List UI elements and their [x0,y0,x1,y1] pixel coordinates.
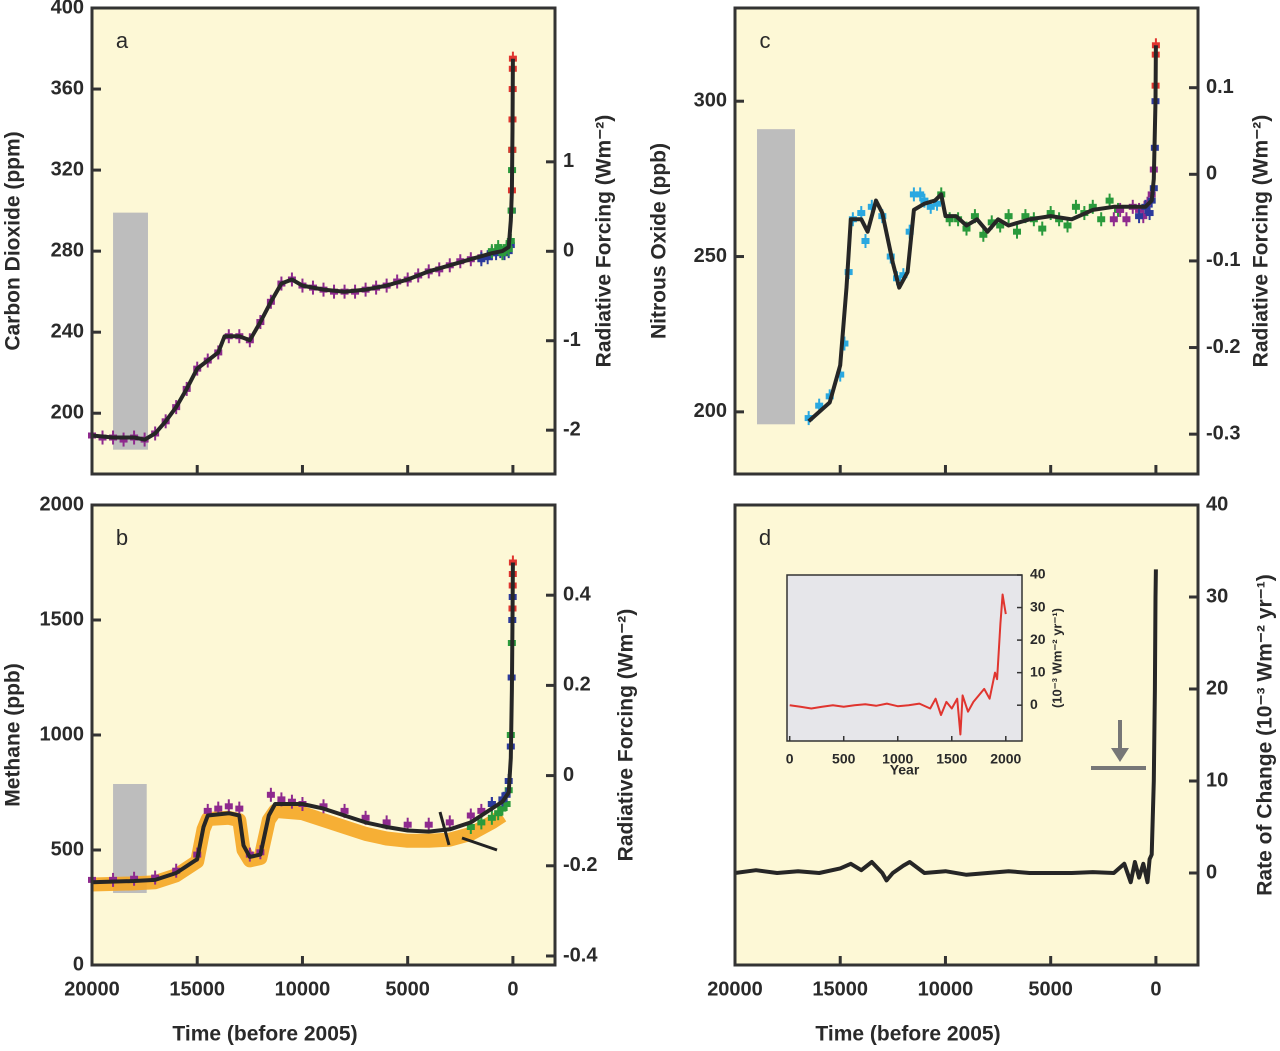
y-tick-label: -0.4 [563,944,598,966]
plot-area [92,8,555,474]
x-tick-label: 15000 [812,978,868,1000]
range-bar [113,783,147,894]
x-tick-label: 20000 [707,978,763,1000]
y-tick-label: 0 [563,240,574,262]
x-tick-label: 0 [507,978,518,1000]
x-tick-label: 2000 [990,751,1021,767]
y-tick-label: 360 [51,77,84,99]
y-tick-label: 10 [1030,663,1046,679]
y-tick-label: 20 [1030,631,1046,647]
y-tick-label: 0 [1030,696,1038,712]
frame [90,6,557,476]
y-tick-label: 200 [51,401,84,423]
x-tick-label: 0 [786,751,794,767]
x-axis-label: Time (before 2005) [815,1023,1000,1046]
y-tick-label: 0.2 [563,674,591,696]
y-axis-label: (10⁻³ Wm⁻² yr⁻¹) [1049,608,1064,708]
data-line [91,562,515,885]
decoration [438,811,451,846]
y-tick-label: 280 [51,239,84,261]
y-tick-label: 240 [51,320,84,342]
y-tick-label: 400 [51,0,84,18]
y-tick-label: 1500 [40,608,85,630]
y-tick-label: 40 [1206,493,1228,515]
y-tick-label: 500 [51,838,84,860]
plot-area [735,8,1198,474]
y-tick-label: 0 [1206,163,1217,185]
y-tick-label: 0 [563,764,574,786]
panel-label: c [760,28,771,53]
y-tick-label: 0.1 [1206,76,1234,98]
panel-label: b [116,525,128,550]
y-tick-label: 1000 [40,723,85,745]
x-tick-label: 0 [1150,978,1161,1000]
y-tick-label: -0.2 [1206,336,1240,358]
y-axis-label: Rate of Change (10⁻³ Wm⁻² yr⁻¹) [1254,574,1277,895]
x-axis-label: Year [890,762,920,778]
panel: 0 500 1000 1500 2000 0 10 20 30 40 (10⁻³ Wm⁻² yr⁻¹… [786,566,1065,778]
panel: 200 240 280 320 360 400 -2 -1 0 1 Carbon Dioxide (… [2,0,616,476]
x-tick-label: 500 [832,751,856,767]
y-tick-label: -1 [563,329,581,351]
decoration [1111,748,1129,762]
y-tick-label: 250 [694,245,727,267]
x-tick-label: 10000 [918,978,974,1000]
y-tick-label: 0.4 [563,583,592,605]
y-axis-label: Carbon Dioxide (ppm) [2,131,25,350]
y-tick-label: 200 [694,400,727,422]
y-tick-label: 30 [1030,598,1046,614]
x-tick-label: 20000 [64,978,120,1000]
y-tick-label: 30 [1206,585,1228,607]
y-tick-label: 20 [1206,677,1228,699]
panel-label: a [116,28,129,53]
range-bar [756,129,795,425]
x-tick-label: 1000 [882,751,913,767]
y-tick-label: 40 [1030,566,1046,582]
data-line [734,569,1158,885]
x-tick-label: 1500 [936,751,967,767]
data-line [91,58,515,442]
panel: 200 250 300 -0.3 -0.2 -0.1 0 0.1 Nitrous Oxide (… [648,6,1273,476]
y-tick-label: 0 [1206,861,1217,883]
data-line [807,45,1158,423]
decoration [461,836,498,852]
y-axis-label: Methane (ppb) [2,663,25,806]
y-tick-label: -0.3 [1206,422,1240,444]
panel: 20000 15000 10000 5000 0 0 500 1000 1500 2000 -0.4… [2,493,638,1045]
y-tick-label: 300 [694,89,727,111]
x-tick-label: 5000 [385,978,430,1000]
y-tick-label: 10 [1206,769,1228,791]
y2-axis-label: Radiative Forcing (Wm⁻²) [593,115,616,368]
x-tick-label: 5000 [1028,978,1073,1000]
y-tick-label: 1 [563,150,574,172]
range-bar [113,212,148,450]
y2-axis-label: Radiative Forcing (Wm⁻²) [615,609,638,862]
plot-area [92,505,555,965]
y-tick-label: -0.2 [563,854,597,876]
y-tick-label: -2 [563,418,581,440]
y-axis-label: Nitrous Oxide (ppb) [648,143,671,339]
data-line [789,593,1007,736]
x-axis-label: Time (before 2005) [172,1023,357,1046]
y-tick-label: 0 [73,953,84,975]
frame [733,6,1200,476]
plot-area [787,575,1022,741]
frame [733,503,1200,967]
panel-label: d [759,525,771,550]
frame [786,574,1023,742]
y2-axis-label: Radiative Forcing (Wm⁻²) [1250,115,1273,368]
x-tick-label: 15000 [169,978,225,1000]
y-tick-label: 320 [51,158,84,180]
y-tick-label: 2000 [40,493,85,515]
x-tick-label: 10000 [275,978,331,1000]
y-tick-label: -0.1 [1206,249,1240,271]
